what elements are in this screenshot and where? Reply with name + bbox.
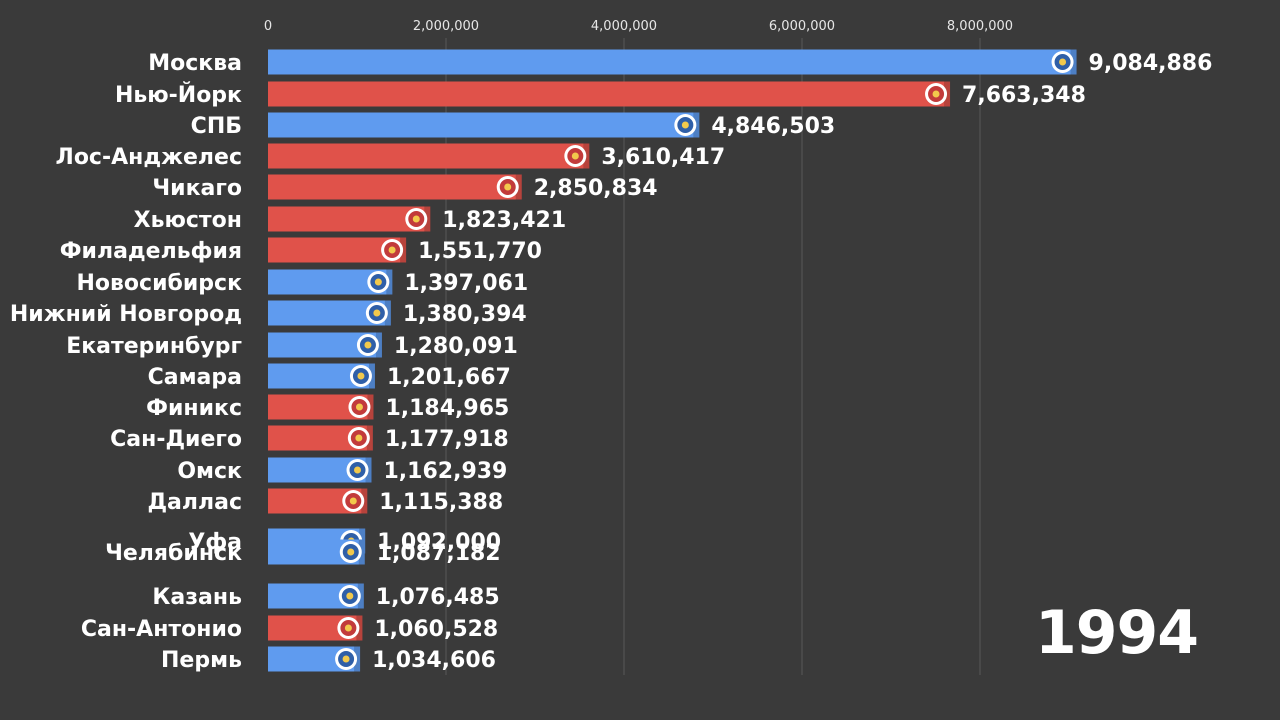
bar-category-label: Новосибирск [76,271,242,296]
bar-row: Пермь 1,034,606 [161,646,496,673]
bar-category-label: Екатеринбург [66,334,242,359]
bar-category-label: Хьюстон [134,208,242,233]
san-antonio-flag-icon [337,617,360,639]
bar-category-label: Уфа [188,530,242,555]
bar-value-label: 1,115,388 [379,490,503,515]
kazan-emblem-icon [338,585,361,607]
omsk-emblem-icon [346,459,369,481]
bar-value-label: 1,087,182 [377,541,501,566]
bar-value-label: 3,610,417 [601,145,725,170]
x-tick-label: 8,000,000 [947,19,1013,34]
x-tick-label: 4,000,000 [591,19,657,34]
bar-row: Филадельфия 1,551,770 [60,237,542,264]
bar-row: Сан-Антонио 1,060,528 [81,615,498,642]
bar-value-label: 1,076,485 [376,585,500,610]
bar-end-shade [515,174,522,200]
san-diego-flag-icon [347,427,370,449]
bar-value-label: 1,034,606 [372,648,496,673]
bar-category-label: Лос-Анджелес [56,145,242,170]
bar-row: Казань 1,076,485 [152,583,500,610]
bar-row: Нижний Новгород 1,380,394 [10,300,527,327]
nizhny-novgorod-emblem-icon [365,302,388,324]
x-tick-label: 2,000,000 [413,19,479,34]
bar-value-label: 9,084,886 [1089,51,1213,76]
bar [268,174,522,200]
bar-row: Финикс 1,184,965 [146,394,509,421]
bar-category-label: Сан-Антонио [81,617,242,642]
bar-category-label: Москва [148,51,242,76]
chelyabinsk-emblem-icon [339,541,362,563]
bar-category-label: Самара [148,365,242,390]
bar-value-label: 1,201,667 [387,365,511,390]
bar-value-label: 1,551,770 [418,239,542,264]
bar-row: СПБ 4,846,503 [191,112,835,139]
bar-category-label: Филадельфия [60,239,242,264]
bar-value-label: 4,846,503 [711,114,835,139]
bar-row: Омск 1,162,939 [177,457,508,484]
bar-category-label: Сан-Диего [110,427,242,452]
new-york-flag-icon [925,83,948,105]
bar-value-label: 1,397,061 [404,271,528,296]
bar [268,81,951,107]
bar-category-label: Пермь [161,648,242,673]
phoenix-flag-icon [348,396,371,418]
philadelphia-flag-icon [381,239,404,261]
x-axis-tick-labels: 0 2,000,000 4,000,000 6,000,000 8,000,000 [264,19,1013,34]
bar [268,112,700,138]
year-label: 1994 [1035,598,1199,668]
bar [268,49,1077,75]
bar-row: Самара 1,201,667 [148,363,511,390]
bar-value-label: 1,823,421 [442,208,566,233]
bar [268,206,431,232]
x-tick-label: 0 [264,19,272,34]
houston-flag-icon [405,208,428,230]
bar-category-label: Омск [177,459,242,484]
bar-value-label: 1,280,091 [394,334,518,359]
x-tick-label: 6,000,000 [769,19,835,34]
spb-flag-icon [674,114,697,136]
bar-value-label: 1,092,000 [377,530,501,555]
bar-category-label: Челябинск [105,541,242,566]
novosibirsk-emblem-icon [367,271,390,293]
bar-row: Челябинск 1,087,182 [105,539,501,566]
chart-bars: Москва 9,084,886 Нью-Йорк 7,663,348 СПБ 4,846… [10,49,1213,673]
bar-category-label: Чикаго [152,176,242,201]
bar-category-label: Даллас [147,490,242,515]
bar [268,143,590,169]
perm-emblem-icon [335,648,358,670]
bar-row: Даллас 1,115,388 [147,488,503,515]
bar-category-label: Нижний Новгород [10,302,242,327]
moscow-emblem-icon [1051,51,1074,73]
los-angeles-seal-icon [564,145,587,167]
chart-gridlines [445,38,981,675]
bar-value-label: 7,663,348 [962,83,1086,108]
bar-value-label: 1,162,939 [384,459,508,484]
bar-category-label: Казань [152,585,242,610]
dallas-flag-icon [342,490,365,512]
bar-row: Лос-Анджелес 3,610,417 [56,143,725,170]
bar-value-label: 1,380,394 [403,302,527,327]
bar-value-label: 1,177,918 [385,427,509,452]
bar-row: Нью-Йорк 7,663,348 [115,81,1086,108]
bar-category-label: Финикс [146,396,242,421]
bar-row: Екатеринбург 1,280,091 [66,332,518,359]
bar-row: Чикаго 2,850,834 [152,174,658,201]
chicago-flag-icon [496,176,519,198]
bar-value-label: 2,850,834 [534,176,658,201]
yekaterinburg-emblem-icon [356,334,379,356]
bar-value-label: 1,184,965 [385,396,509,421]
bar-category-label: СПБ [191,114,242,139]
bar-value-label: 1,060,528 [374,617,498,642]
bar-row: Новосибирск 1,397,061 [76,269,528,296]
bar-row: Москва 9,084,886 [148,49,1213,76]
bar-row: Сан-Диего 1,177,918 [110,425,509,452]
bar-category-label: Нью-Йорк [115,82,242,108]
bar-row: Хьюстон 1,823,421 [134,206,566,233]
samara-flag-icon [349,365,372,387]
